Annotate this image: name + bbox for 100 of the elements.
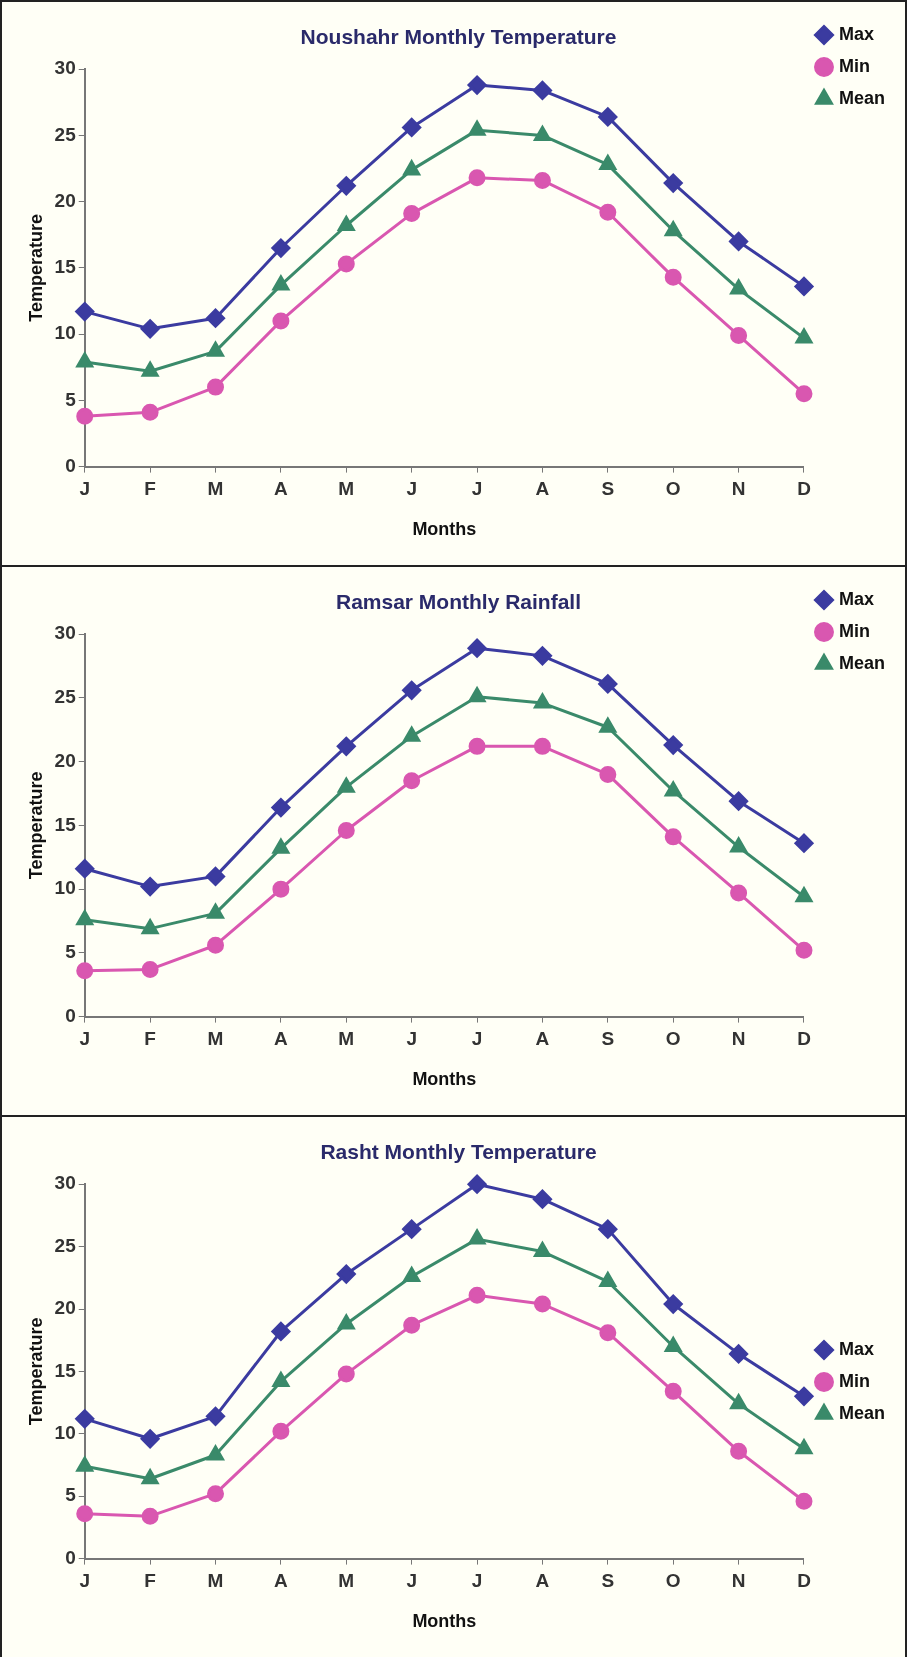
y-tick-label: 25 [54, 1234, 77, 1256]
point [533, 171, 551, 189]
point [337, 1314, 355, 1330]
x-tick-label: A [274, 478, 289, 500]
y-tick-label: 25 [54, 686, 77, 708]
y-tick-label: 0 [65, 454, 76, 476]
x-tick-label: M [207, 1570, 224, 1592]
y-tick-label: 15 [54, 256, 77, 278]
point [76, 1456, 94, 1472]
x-tick-label: J [406, 1570, 417, 1592]
point [336, 736, 356, 756]
legend-label: Min [838, 1370, 870, 1391]
point [206, 866, 226, 886]
point [75, 859, 95, 879]
chart-title: Noushahr Monthly Temperature [300, 25, 617, 49]
point [794, 833, 814, 853]
x-tick-label: O [665, 478, 681, 500]
point [402, 1219, 422, 1239]
y-tick-label: 10 [54, 322, 76, 344]
x-tick-label: D [797, 1570, 811, 1592]
x-tick-label: J [79, 1570, 91, 1592]
point [402, 680, 422, 700]
point [207, 1445, 224, 1461]
point [76, 352, 94, 368]
x-tick-label: D [797, 478, 811, 500]
y-tick-label: 5 [65, 1484, 77, 1506]
y-tick-label: 30 [54, 622, 76, 644]
x-tick-label: J [471, 1028, 483, 1050]
point [730, 326, 748, 344]
point [141, 361, 159, 377]
x-tick-label: A [535, 1028, 550, 1050]
point [207, 1485, 225, 1503]
x-tick-label: F [144, 1570, 156, 1592]
point [598, 674, 618, 694]
point [599, 155, 617, 171]
point [76, 910, 94, 926]
y-tick-label: 20 [54, 189, 76, 211]
y-axis-title: Temperature [25, 1317, 46, 1426]
legend-label: Max [838, 23, 874, 44]
chart-title: Rasht Monthly Temperature [320, 1140, 597, 1164]
point [403, 160, 421, 176]
point [795, 385, 813, 403]
point [272, 275, 290, 291]
y-tick-label: 10 [54, 1422, 76, 1444]
point [206, 308, 226, 328]
point [337, 777, 355, 793]
point [663, 173, 683, 193]
legend-label: Mean [838, 1402, 885, 1423]
point [664, 828, 682, 846]
x-tick-label: D [797, 1028, 811, 1050]
point [795, 887, 813, 903]
y-tick-label: 20 [54, 749, 76, 771]
point [76, 407, 94, 425]
point [337, 822, 355, 839]
x-tick-label: O [665, 1028, 681, 1050]
x-tick-label: M [338, 1570, 355, 1592]
x-tick-label: J [471, 1570, 483, 1592]
point [140, 319, 160, 339]
point [795, 1439, 813, 1455]
point [664, 781, 682, 797]
point [533, 737, 551, 755]
point [271, 238, 291, 258]
legend-label: Min [838, 55, 870, 76]
x-tick-label: S [601, 1570, 615, 1592]
point [207, 378, 225, 396]
point [730, 837, 748, 853]
x-tick-label: M [207, 478, 224, 500]
x-tick-label: N [731, 478, 746, 500]
point [533, 1295, 551, 1313]
point [403, 726, 421, 742]
point [532, 1189, 552, 1209]
point [207, 341, 224, 357]
y-tick-label: 5 [65, 941, 77, 963]
x-axis-title: Months [412, 1069, 477, 1090]
legend-label: Max [838, 588, 874, 609]
point [141, 960, 159, 978]
point [337, 216, 355, 232]
point [468, 1286, 486, 1304]
point [403, 1316, 421, 1334]
y-tick-label: 0 [65, 1546, 76, 1568]
point [75, 1409, 95, 1429]
x-tick-label: J [471, 478, 483, 500]
point [272, 1422, 290, 1440]
x-tick-label: N [731, 1028, 746, 1050]
x-tick-label: F [144, 478, 156, 500]
y-tick-label: 30 [54, 57, 76, 79]
point [402, 117, 422, 137]
point [730, 279, 748, 295]
y-tick-label: 15 [54, 813, 77, 835]
point [599, 203, 617, 221]
chart-title: Ramsar Monthly Rainfall [335, 590, 582, 614]
x-tick-label: J [79, 478, 91, 500]
point [599, 717, 617, 733]
x-tick-label: A [274, 1570, 289, 1592]
point [467, 638, 487, 658]
point [272, 1371, 290, 1387]
point [272, 838, 290, 854]
x-tick-label: J [79, 1028, 91, 1050]
x-tick-label: S [601, 1028, 615, 1050]
x-tick-label: M [207, 1028, 224, 1050]
